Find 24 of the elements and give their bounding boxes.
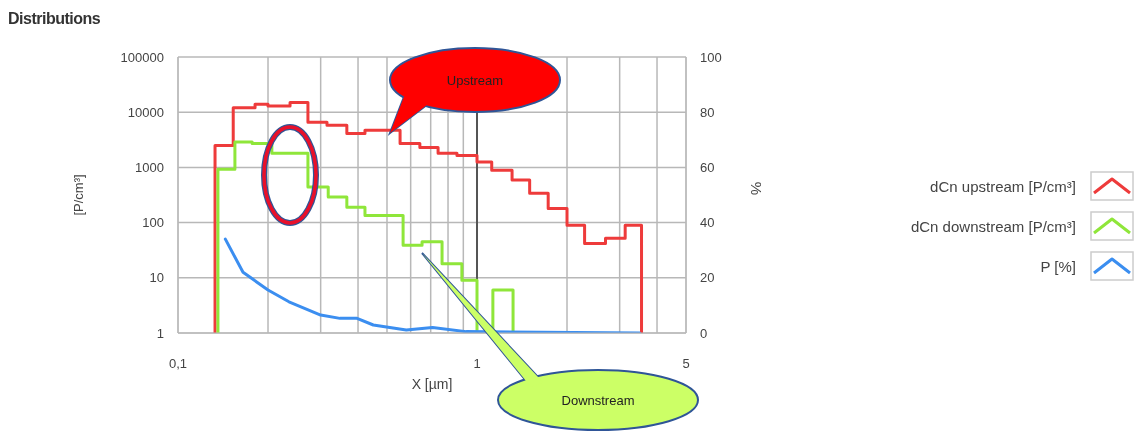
y-tick-label: 100 xyxy=(142,215,164,231)
y2-tick-label: 80 xyxy=(700,104,715,120)
chart-title: Distributions xyxy=(8,10,101,28)
legend-label: P [%] xyxy=(1040,257,1076,275)
y-tick-label: 1000 xyxy=(135,160,164,176)
y2-tick-label: 20 xyxy=(700,270,715,286)
text: Downstream xyxy=(561,393,635,408)
annotation: Upstream xyxy=(446,73,504,88)
y-tick-label: 100000 xyxy=(120,49,164,65)
y2-tick-label: 40 xyxy=(700,215,715,231)
y-tick-label: 1 xyxy=(156,325,164,341)
y2-tick-label: 100 xyxy=(700,49,722,65)
y2-tick-label: 0 xyxy=(700,325,708,341)
x-axis-title: X [µm] xyxy=(411,376,453,392)
x-tick-label: 1 xyxy=(473,356,481,372)
y2-tick-label: 60 xyxy=(700,160,715,176)
legend-label: dCn upstream [P/cm³] xyxy=(930,177,1076,195)
y-tick-label: 10000 xyxy=(127,104,164,120)
y-tick-label: 10 xyxy=(149,270,164,286)
x-tick-label: 0,1 xyxy=(168,356,188,372)
x-tick-label: 5 xyxy=(682,356,690,372)
y2-axis-title: % xyxy=(747,181,765,195)
y-axis-title: [P/cm³] xyxy=(70,174,86,216)
legend-label: dCn downstream [P/cm³] xyxy=(910,217,1076,235)
